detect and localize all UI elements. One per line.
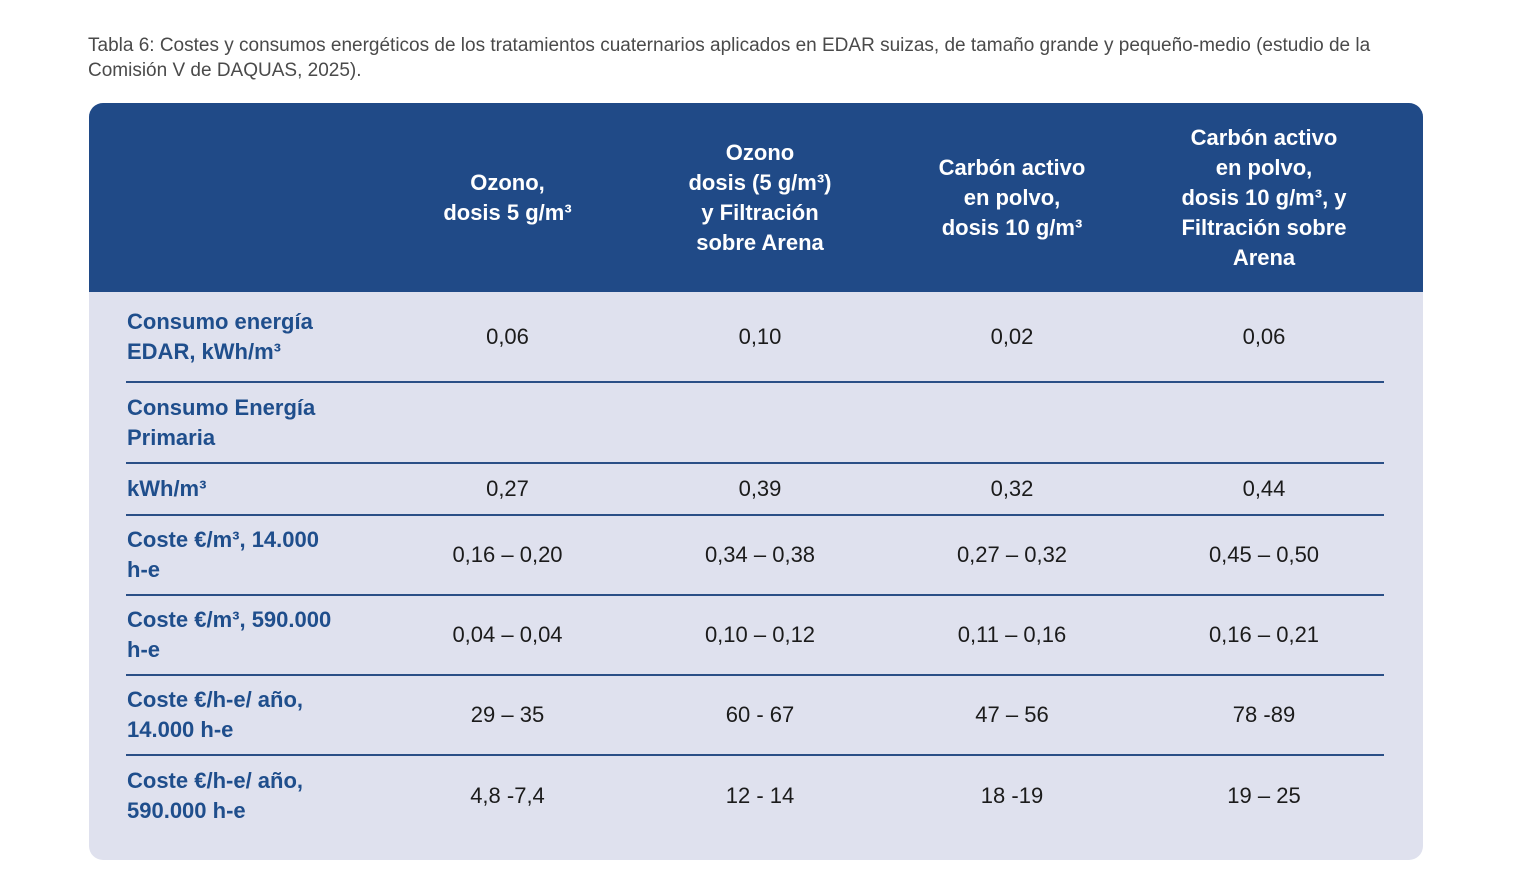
table-cell: 0,16 – 0,20 [452,542,563,567]
table-cell: 47 – 56 [975,702,1049,727]
table-cell: 60 - 67 [725,702,795,727]
table-cell: 0,32 [990,476,1034,501]
table-cell: 0,10 – 0,12 [704,622,816,647]
column-header-ozono: Ozono, dosis 5 g/m³ [443,169,572,225]
table-header: Ozono, dosis 5 g/m³ Ozono dosis (5 g/m³)… [89,103,1423,292]
data-table: Ozono, dosis 5 g/m³ Ozono dosis (5 g/m³)… [89,103,1423,860]
table-cell: 0,39 [738,476,782,501]
table-row: kWh/m³ 0,27 0,39 0,32 0,44 [89,464,1423,514]
row-label: Coste €/h-e/ año, 14.000 h-e [127,687,304,742]
table-cell: 0,11 – 0,16 [957,622,1067,647]
row-divider [126,674,1384,676]
table-cell [381,383,634,462]
table-cell: 0,10 [738,323,782,349]
row-divider [126,514,1384,516]
row-label: kWh/m³ [127,476,207,501]
table-cell: 18 -19 [980,783,1044,808]
row-label: Coste €/m³, 590.000 h-e [127,607,332,662]
table-cell: 0,27 – 0,32 [956,542,1068,567]
row-label: Coste €/h-e/ año, 590.000 h-e [127,768,304,823]
row-divider [126,594,1384,596]
row-label: Consumo Energía Primaria [127,394,316,450]
column-header-carbon-activo: Carbón activo en polvo, dosis 10 g/m³ [938,154,1086,240]
table-cell [634,383,886,462]
table-cell: 29 – 35 [470,702,545,727]
row-divider [126,381,1384,383]
table-cell: 0,04 – 0,04 [452,622,563,647]
table-caption: Tabla 6: Costes y consumos energéticos d… [88,35,1371,81]
table-cell [1138,383,1390,462]
table-cell: 19 – 25 [1227,783,1301,808]
table-cell: 0,06 [1242,323,1286,349]
table-row: Coste €/h-e/ año, 14.000 h-e 29 – 35 60 … [89,676,1423,754]
table-cell: 0,16 – 0,21 [1208,622,1320,647]
table-cell: 0,06 [486,323,529,349]
column-header-ozono-filtracion: Ozono dosis (5 g/m³) y Filtración sobre … [688,139,832,255]
table-cell: 0,44 [1242,476,1286,501]
table-cell: 0,34 – 0,38 [704,542,816,567]
table-cell: 12 - 14 [725,783,795,808]
table-cell: 0,27 [486,476,529,501]
table-row: Coste €/m³, 590.000 h-e 0,04 – 0,04 0,10… [89,596,1423,674]
row-label: Coste €/m³, 14.000 h-e [127,527,319,582]
row-divider [126,462,1384,464]
row-divider [126,754,1384,756]
row-label: Consumo energía EDAR, kWh/m³ [127,308,313,364]
table-cell: 0,45 – 0,50 [1208,542,1320,567]
table-row: Consumo Energía Primaria [89,383,1423,462]
table-cell [886,383,1138,462]
table-cell: 4,8 -7,4 [470,783,545,808]
table-cell: 78 -89 [1232,702,1296,727]
table-row: Coste €/m³, 14.000 h-e 0,16 – 0,20 0,34 … [89,516,1423,594]
column-header-carbon-activo-filtracion: Carbón activo en polvo, dosis 10 g/m³, y… [1181,124,1347,270]
table-row: Consumo energía EDAR, kWh/m³ 0,06 0,10 0… [89,292,1423,381]
table-cell: 0,02 [990,323,1034,349]
table-row: Coste €/h-e/ año, 590.000 h-e 4,8 -7,4 1… [89,756,1423,836]
